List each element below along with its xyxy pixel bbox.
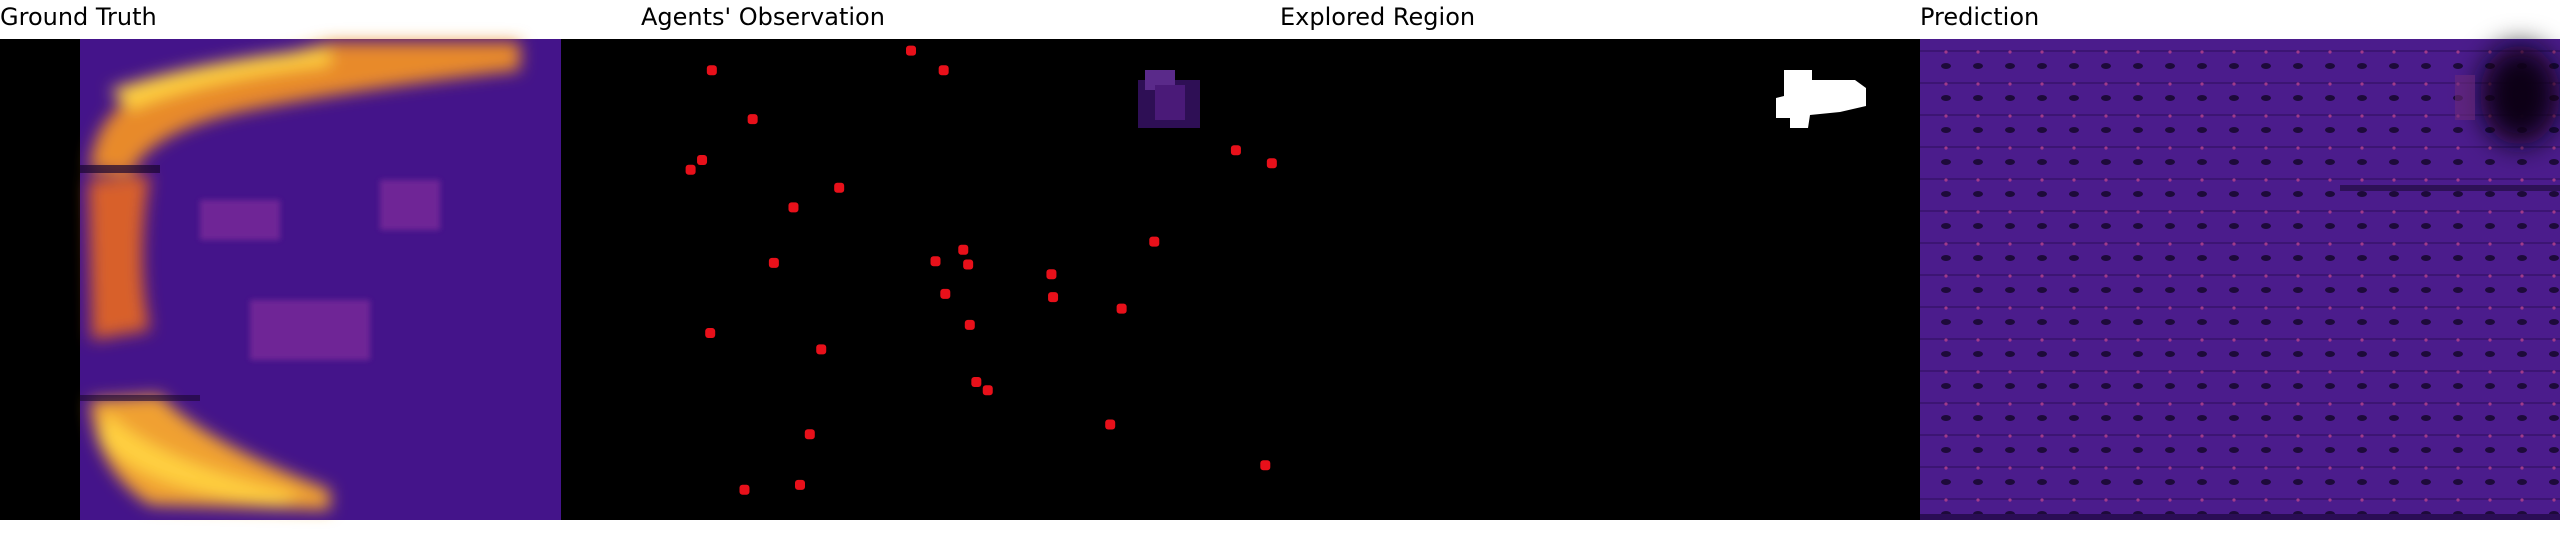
- agent: [747, 114, 758, 125]
- prediction-image: [1920, 39, 2560, 520]
- agent: [1260, 460, 1271, 471]
- agent: [834, 182, 845, 193]
- agent: [739, 484, 750, 495]
- agent: [971, 377, 982, 388]
- agent: [964, 319, 975, 330]
- agent: [1105, 419, 1116, 430]
- agent: [906, 45, 917, 56]
- agent: [1230, 145, 1241, 156]
- agent: [982, 385, 993, 396]
- panel-title: Ground Truth: [0, 3, 157, 31]
- agent: [1046, 269, 1057, 280]
- agent: [816, 344, 827, 355]
- agent: [938, 65, 949, 76]
- ground-truth-image: [0, 39, 640, 520]
- agent: [958, 244, 969, 255]
- agent: [963, 259, 974, 270]
- agent: [1116, 303, 1127, 314]
- agent: [788, 202, 799, 213]
- panel-title: Prediction: [1920, 3, 2039, 31]
- agent: [930, 256, 941, 267]
- agent: [697, 155, 708, 165]
- agent: [685, 164, 696, 175]
- agent: [705, 328, 716, 339]
- agent: [940, 288, 951, 299]
- agent: [1149, 236, 1160, 247]
- explored-region-image: [1138, 39, 1920, 520]
- agent: [804, 429, 815, 440]
- agent: [706, 65, 717, 76]
- agent: [768, 257, 779, 268]
- agent: [1048, 292, 1059, 303]
- agent: [1266, 158, 1277, 169]
- panel-title: Agents' Observation: [641, 3, 885, 31]
- agent: [795, 479, 805, 490]
- panel-title: Explored Region: [1280, 3, 1475, 31]
